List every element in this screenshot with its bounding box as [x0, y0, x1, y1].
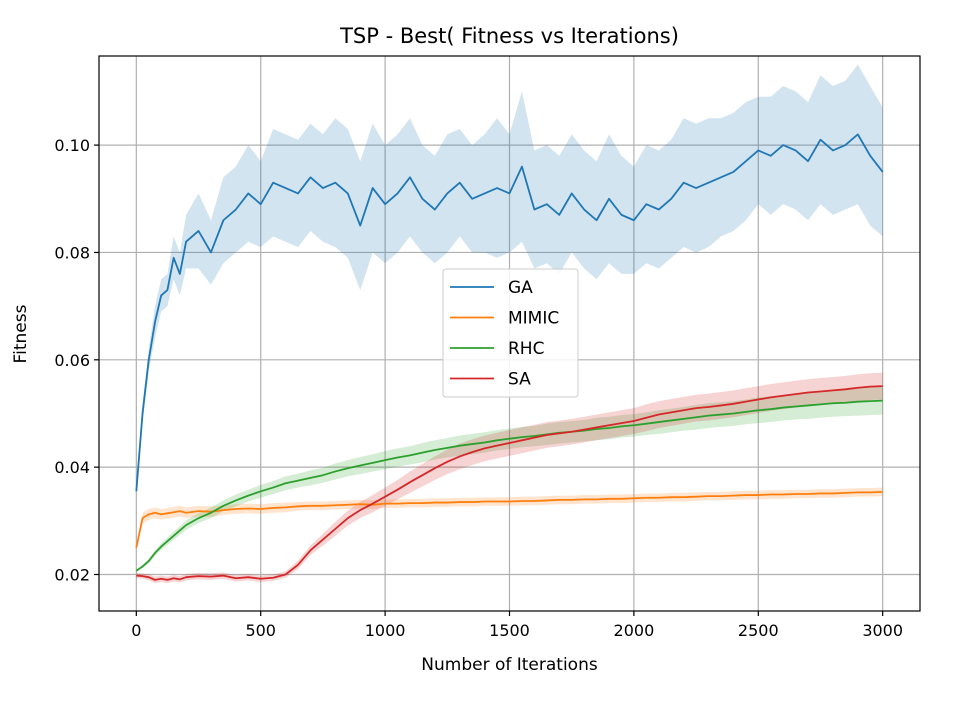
sa-line	[136, 385, 883, 581]
legend-box	[442, 268, 579, 398]
y-tick-label: 0.04	[54, 458, 90, 477]
x-tick-label: 1500	[489, 621, 530, 640]
x-tick-label: 2500	[738, 621, 779, 640]
x-axis-ticks: 0 500 1000 1500 2000 2500 3000	[131, 611, 903, 640]
mimic-line	[135, 490, 883, 548]
mimic-band	[136, 487, 883, 548]
x-tick-label: 2000	[614, 621, 655, 640]
y-tick-label: 0.06	[54, 351, 90, 370]
sa-band	[136, 372, 883, 584]
x-tick-label: 1000	[365, 621, 406, 640]
y-axis-label: Fitness	[11, 304, 31, 363]
y-tick-label: 0.08	[54, 243, 90, 262]
x-tick-label: 500	[245, 621, 276, 640]
x-axis-label: Number of Iterations	[421, 655, 598, 675]
rhc-line	[135, 399, 883, 572]
legend: GA MIMIC RHC SA	[442, 268, 579, 398]
ga-band	[136, 64, 883, 492]
y-tick-label: 0.02	[54, 566, 90, 585]
ga-legend-label: GA	[508, 278, 533, 298]
grid	[99, 56, 920, 611]
rhc-legend-label: RHC	[508, 339, 544, 359]
chart-title: TSP - Best( Fitness vs Iterations)	[339, 24, 679, 48]
y-tick-label: 0.10	[54, 136, 90, 155]
series-lines	[135, 133, 884, 581]
sa-legend-label: SA	[508, 370, 531, 390]
ga-line	[135, 133, 884, 492]
mimic-legend-label: MIMIC	[508, 309, 559, 329]
x-tick-label: 3000	[862, 621, 903, 640]
x-tick-label: 0	[131, 621, 141, 640]
y-axis-ticks: 0.02 0.04 0.06 0.08 0.10	[54, 136, 99, 585]
